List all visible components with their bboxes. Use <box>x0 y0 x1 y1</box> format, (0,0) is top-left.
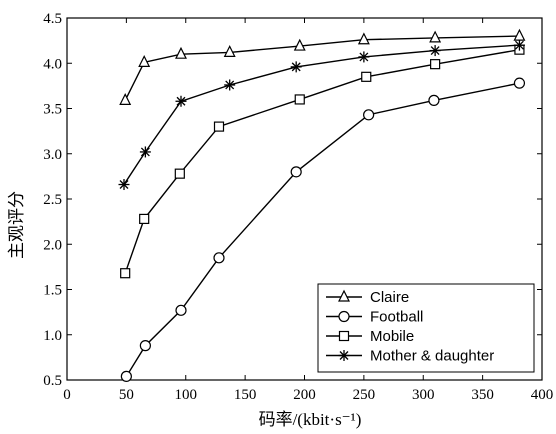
y-tick-label: 3.0 <box>43 147 62 163</box>
legend-marker <box>338 310 350 323</box>
y-tick-label: 2.5 <box>43 192 62 208</box>
series-line <box>124 35 520 101</box>
legend-marker <box>338 350 350 361</box>
legend-item: Claire <box>326 289 409 306</box>
data-point <box>139 213 150 225</box>
series-line <box>123 44 520 185</box>
series-group <box>118 28 526 382</box>
data-point <box>139 340 151 352</box>
ticks: 0 50 100 150 200 250 300 350 400 0.5 1.0 1.5 2.0 2.5 3… <box>43 11 553 403</box>
series-square <box>120 44 525 279</box>
data-point <box>363 109 375 121</box>
legend-label: Claire <box>370 289 409 306</box>
y-tick-label: 2.0 <box>43 237 62 253</box>
legend-label: Football <box>370 309 423 326</box>
x-tick-label: 250 <box>353 387 376 403</box>
legend-marker <box>338 330 350 342</box>
x-tick-label: 300 <box>412 387 435 403</box>
y-tick-label: 4.0 <box>43 56 62 72</box>
legend-label: Mother & daughter <box>370 348 494 365</box>
x-tick-label: 400 <box>531 387 554 403</box>
series-circle <box>120 77 526 382</box>
data-point <box>120 370 132 382</box>
data-point <box>357 32 370 45</box>
x-tick-label: 350 <box>471 387 494 403</box>
data-point <box>139 146 151 158</box>
x-tick-label: 50 <box>119 387 134 403</box>
legend-item: Football <box>326 309 423 326</box>
data-point <box>293 38 306 51</box>
x-tick-label: 200 <box>293 387 316 403</box>
data-point <box>513 28 526 41</box>
data-point <box>513 77 526 89</box>
data-point <box>429 30 442 43</box>
y-tick-label: 3.5 <box>43 102 62 118</box>
data-point <box>174 168 185 179</box>
y-axis-label: 主观评分 <box>7 191 26 259</box>
x-tick-label: 150 <box>234 387 257 403</box>
data-point <box>430 59 441 70</box>
data-point <box>120 268 131 279</box>
legend-marker <box>338 289 350 302</box>
data-point <box>213 252 225 264</box>
data-point <box>513 39 525 51</box>
data-point <box>118 179 130 191</box>
data-point <box>213 121 225 132</box>
series-asterisk <box>118 39 525 191</box>
data-point <box>138 55 151 67</box>
data-point <box>358 51 370 63</box>
series-triangle <box>119 28 526 105</box>
data-point <box>290 166 302 178</box>
y-tick-label: 1.0 <box>43 328 62 344</box>
legend-label: Mobile <box>370 328 414 345</box>
x-axis-label: 码率/(kbit·s⁻¹) <box>259 410 362 429</box>
data-point <box>119 93 132 105</box>
data-point <box>290 61 302 73</box>
x-tick-label: 0 <box>63 387 71 403</box>
data-point <box>175 46 187 59</box>
data-point <box>428 94 440 106</box>
series-line <box>124 49 520 274</box>
legend-item: Mother & daughter <box>326 348 494 365</box>
series-line <box>125 82 520 377</box>
data-point <box>224 79 236 91</box>
data-point <box>175 95 187 107</box>
data-point <box>294 94 305 105</box>
x-tick-label: 100 <box>175 387 198 403</box>
data-point <box>361 71 372 82</box>
data-point <box>429 45 441 57</box>
y-tick-label: 4.5 <box>43 11 62 27</box>
data-point <box>175 304 187 316</box>
legend-item: Mobile <box>326 328 414 345</box>
y-tick-label: 0.5 <box>43 373 62 389</box>
legend-box <box>317 283 535 373</box>
y-tick-label: 1.5 <box>43 283 62 299</box>
data-point <box>223 45 236 57</box>
legend: Claire Football Mobile Mother & daughter <box>317 283 535 373</box>
